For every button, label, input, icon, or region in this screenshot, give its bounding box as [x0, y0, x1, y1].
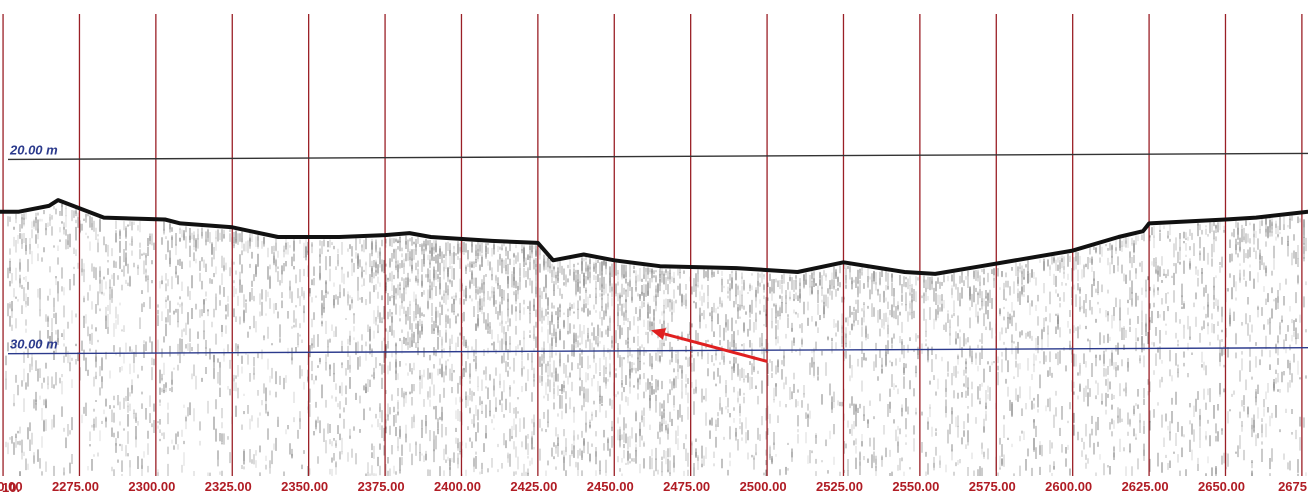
backscatter-noise — [5, 203, 1307, 476]
